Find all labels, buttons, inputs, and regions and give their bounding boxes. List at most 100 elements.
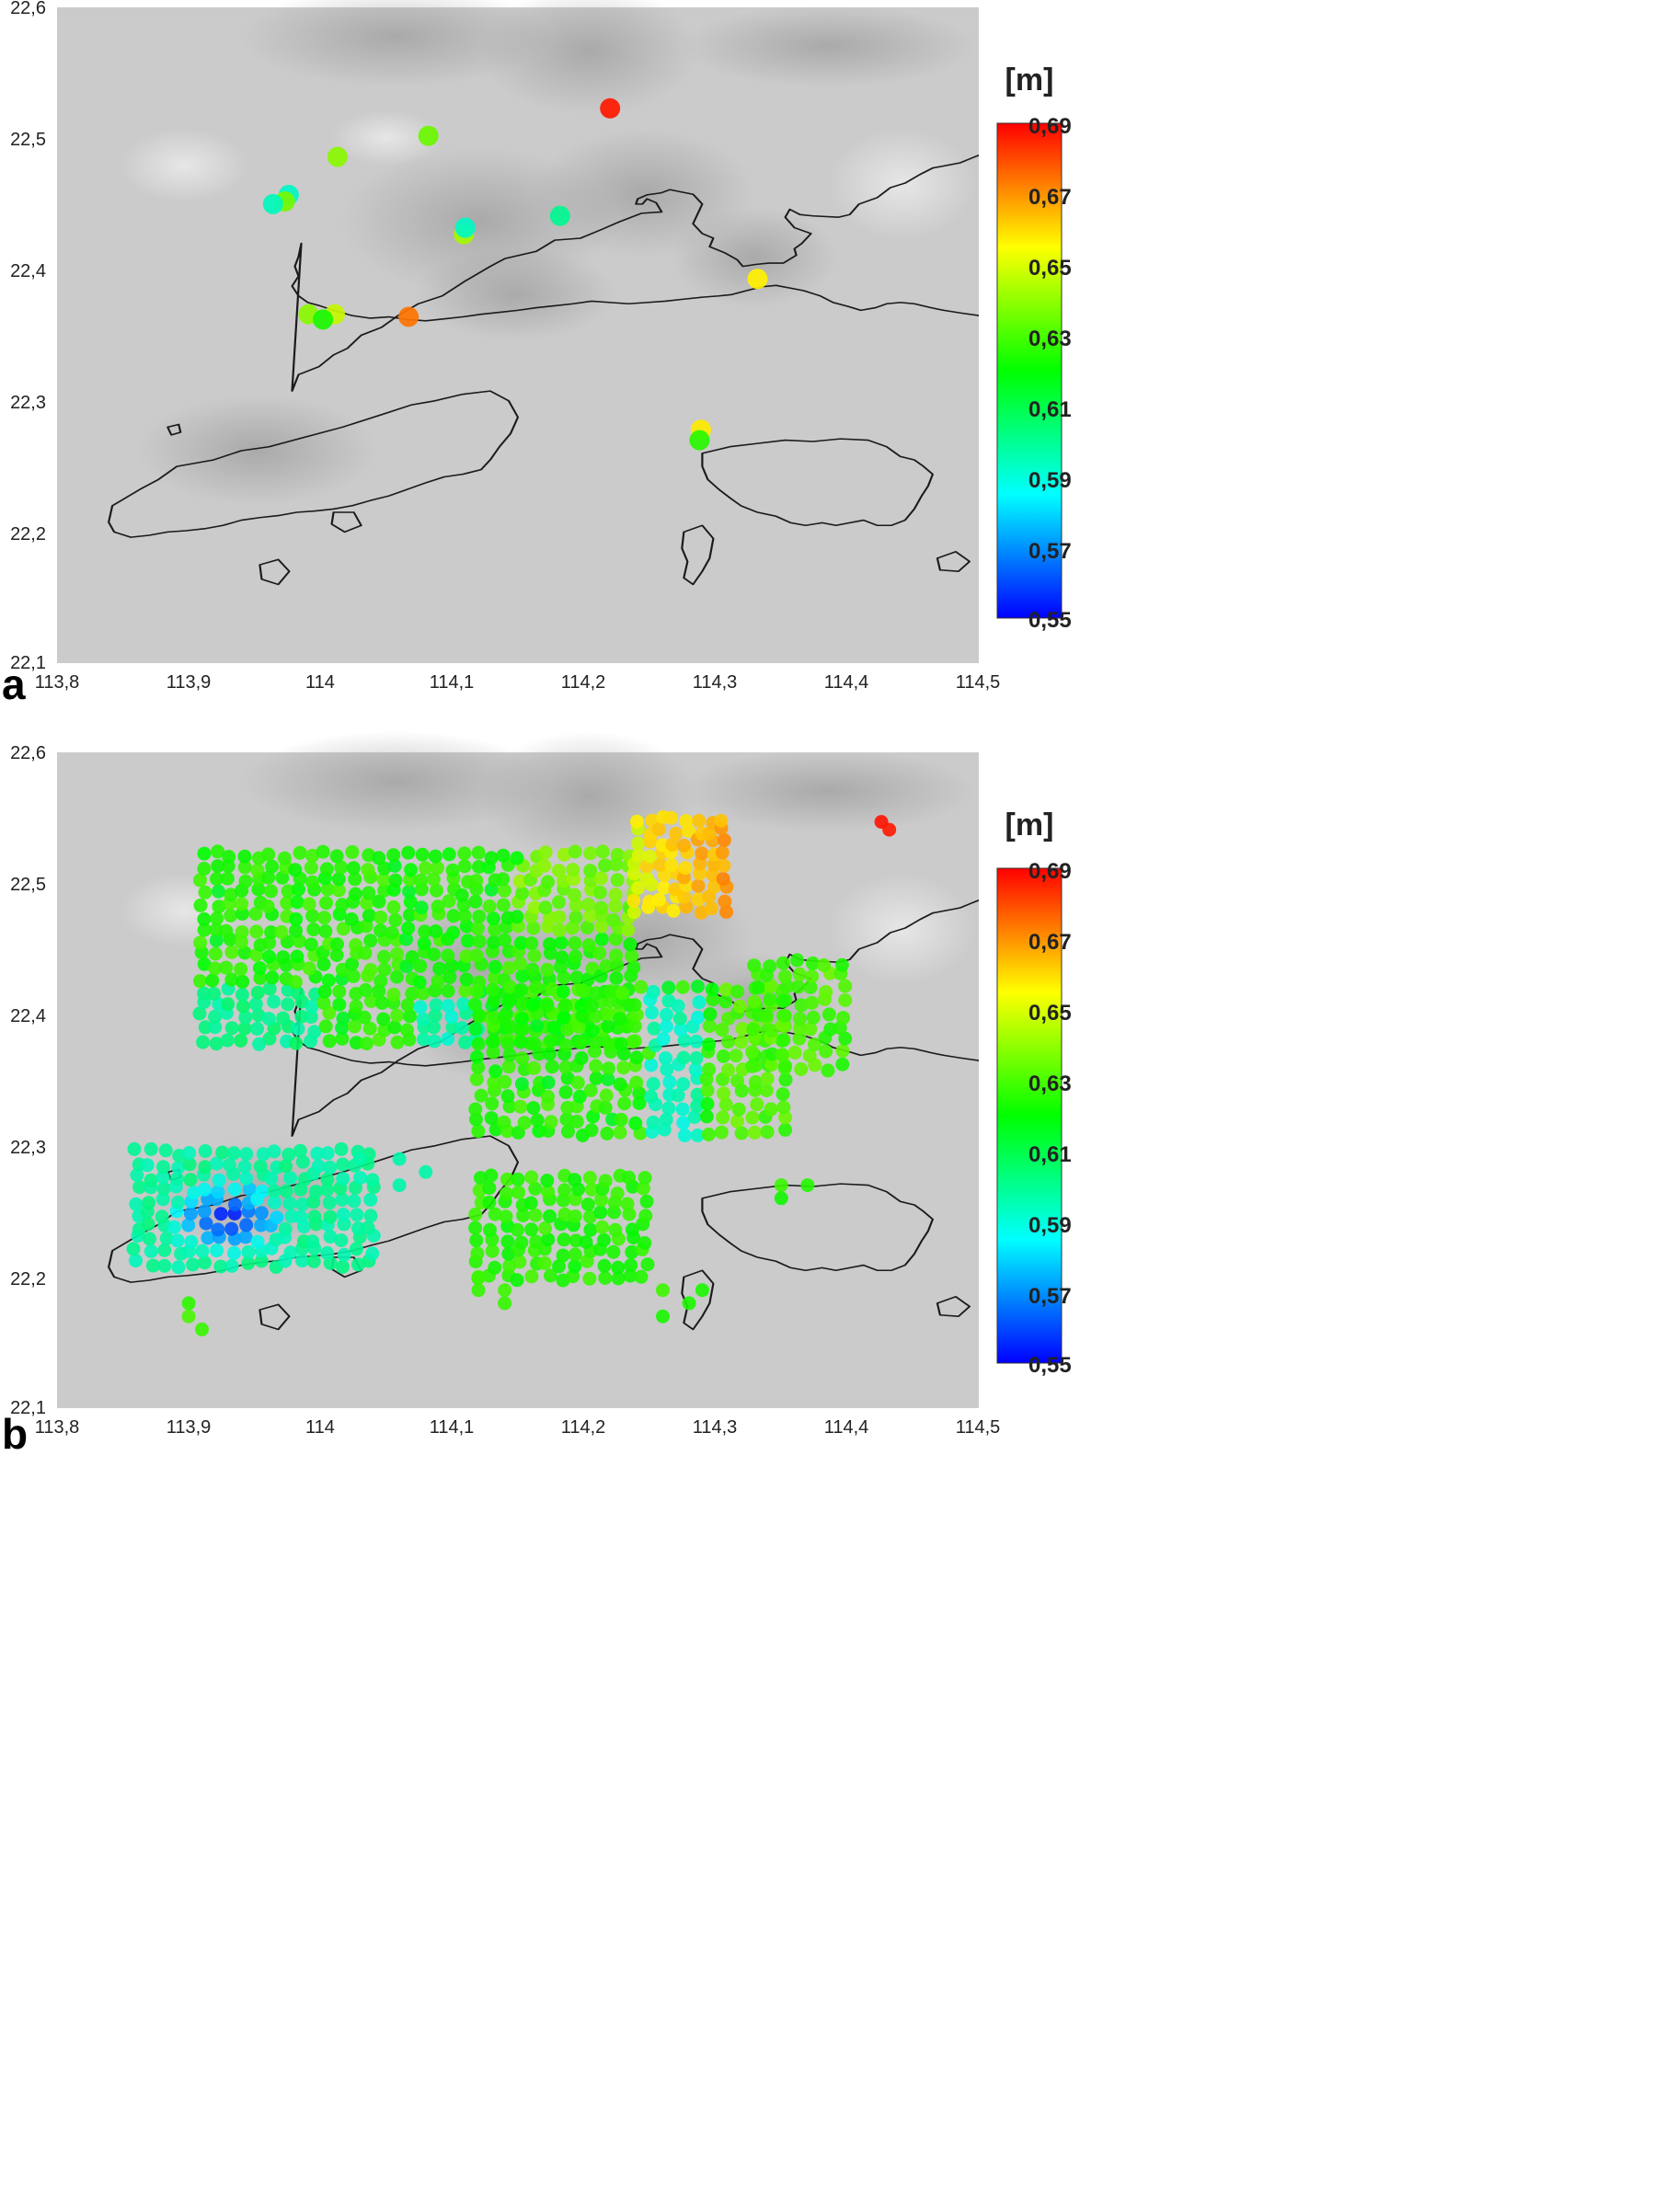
survey-point <box>470 984 484 999</box>
survey-point <box>291 1022 305 1037</box>
survey-point <box>416 986 431 1001</box>
survey-point <box>632 1096 647 1110</box>
survey-point <box>613 1125 627 1140</box>
survey-point <box>794 998 809 1013</box>
survey-point <box>219 960 234 975</box>
survey-point <box>638 1209 653 1223</box>
survey-point <box>568 1247 582 1262</box>
survey-point <box>349 938 363 952</box>
colorbar-tick: 0,67 <box>1028 185 1072 210</box>
survey-point <box>573 1036 588 1050</box>
survey-point <box>171 1161 186 1175</box>
survey-point <box>566 863 580 877</box>
survey-point <box>471 1283 486 1298</box>
survey-point <box>307 1025 322 1039</box>
survey-point <box>558 1038 573 1053</box>
survey-point <box>608 932 623 946</box>
survey-point <box>821 1007 836 1022</box>
survey-point <box>777 969 792 984</box>
survey-point <box>318 924 333 938</box>
survey-point <box>496 848 511 863</box>
x-tick-label: 113,8 <box>35 672 80 693</box>
survey-point <box>468 1221 483 1235</box>
survey-point <box>540 1174 555 1188</box>
survey-point <box>221 997 235 1012</box>
survey-point <box>541 1075 556 1090</box>
survey-point <box>702 1019 717 1034</box>
survey-point <box>634 1269 649 1284</box>
survey-point <box>401 845 416 860</box>
survey-point <box>794 1062 809 1076</box>
survey-point <box>198 1160 212 1175</box>
survey-point <box>264 925 279 940</box>
survey-point <box>458 1035 473 1049</box>
survey-point <box>129 1197 144 1211</box>
survey-point <box>580 972 595 987</box>
survey-point <box>419 1164 433 1179</box>
survey-point <box>357 1010 372 1025</box>
survey-point <box>405 986 419 1001</box>
colorbar-gradient <box>996 122 1062 619</box>
survey-point <box>385 925 399 940</box>
survey-point <box>295 1154 310 1169</box>
survey-point <box>678 861 693 876</box>
survey-point <box>413 1000 428 1014</box>
survey-point <box>208 1020 223 1035</box>
survey-point <box>544 1268 557 1283</box>
survey-point <box>183 1207 198 1221</box>
survey-point <box>560 1022 575 1037</box>
survey-point <box>459 949 474 964</box>
survey-point <box>250 985 265 1000</box>
colorbar-tick: 0,65 <box>1028 1001 1072 1026</box>
survey-point <box>774 1178 788 1193</box>
survey-point <box>721 1062 735 1077</box>
survey-point <box>660 1019 673 1034</box>
survey-point <box>611 1260 626 1275</box>
survey-point <box>621 923 636 937</box>
survey-point <box>317 911 332 925</box>
survey-point <box>345 957 360 971</box>
survey-point <box>692 813 706 828</box>
survey-point <box>252 1037 267 1051</box>
survey-point <box>428 849 442 864</box>
survey-point <box>182 1146 197 1161</box>
survey-point <box>644 1089 659 1104</box>
survey-point <box>695 846 709 861</box>
survey-point <box>373 911 388 924</box>
survey-point <box>677 1033 692 1048</box>
survey-point <box>197 1182 212 1197</box>
survey-point <box>252 961 267 976</box>
survey-point <box>336 1011 350 1026</box>
survey-point <box>593 968 608 983</box>
survey-point <box>459 919 474 934</box>
survey-point <box>609 948 624 963</box>
y-tick-label: 22,6 <box>10 0 46 18</box>
x-tick-label: 114,4 <box>824 672 869 693</box>
survey-point <box>316 844 330 859</box>
survey-point <box>731 1102 746 1117</box>
survey-point <box>623 1268 637 1283</box>
survey-point <box>588 1009 603 1024</box>
survey-point <box>292 882 305 897</box>
survey-point <box>523 1196 538 1210</box>
survey-point <box>511 1172 525 1186</box>
survey-point <box>502 1099 517 1114</box>
survey-point <box>497 1115 511 1129</box>
survey-point <box>690 1098 705 1113</box>
survey-point <box>677 838 691 853</box>
survey-point <box>302 961 316 976</box>
survey-point <box>554 935 569 950</box>
survey-point <box>701 1128 716 1141</box>
x-tick-label: 113,9 <box>167 1417 212 1438</box>
survey-point <box>529 980 544 994</box>
survey-point <box>569 970 584 985</box>
survey-point <box>791 980 806 994</box>
survey-point <box>583 909 598 923</box>
survey-point <box>569 898 583 912</box>
survey-point <box>623 937 637 952</box>
survey-point <box>441 1032 455 1047</box>
y-tick-label: 22,2 <box>10 524 46 544</box>
survey-point <box>331 883 346 898</box>
x-tick-label: 113,8 <box>35 1417 80 1438</box>
survey-point <box>445 863 460 877</box>
